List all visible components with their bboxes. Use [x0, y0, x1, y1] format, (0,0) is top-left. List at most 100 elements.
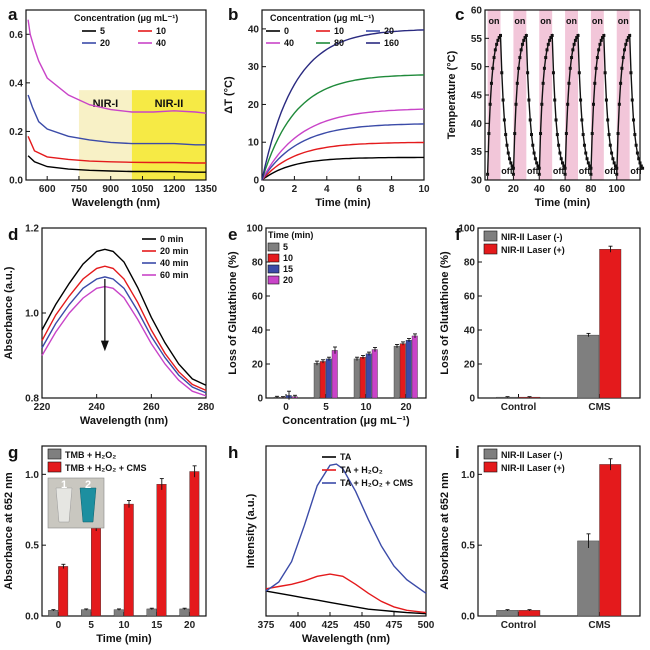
panel-c-data-point — [519, 48, 523, 52]
panel-c-xtick-label: 80 — [585, 184, 597, 195]
panel-c-data-point — [539, 132, 543, 136]
panel-a-xtick-label: 1050 — [131, 184, 154, 195]
panel-i-bar — [496, 610, 519, 617]
panel-c-data-point — [637, 157, 641, 161]
panel-d-series-line — [41, 265, 207, 392]
panel-c-data-point — [558, 151, 562, 155]
panel-e-frame — [265, 227, 427, 399]
panel-c-ytick-label: 45 — [471, 91, 483, 102]
panel-c-data-point — [625, 38, 629, 42]
panel-e-category-label: 20 — [400, 402, 412, 413]
panel-h-xtick-label: 475 — [386, 620, 403, 631]
panel-c-off-label: off — [630, 166, 642, 176]
panel-b-ytick-label: 40 — [248, 24, 260, 35]
panel-i-legend-label: NIR-II Laser (-) — [501, 450, 563, 460]
panel-e-ytick-label: 100 — [246, 224, 263, 235]
panel-c-data-point — [499, 34, 502, 37]
panel-c-data-point — [571, 48, 575, 52]
panel-e-category-label: 0 — [283, 402, 289, 413]
panel-h-frame — [265, 445, 427, 617]
panel-c-ytick-label: 30 — [471, 176, 483, 187]
panel-g-inset-photo — [47, 477, 105, 529]
panel-c-data-point — [635, 151, 639, 155]
panel-a-xtick-label: 600 — [39, 184, 56, 195]
panel-c-on-label: on — [618, 16, 629, 26]
panel-c-data-point — [595, 56, 599, 60]
panel-c-data-point — [606, 118, 610, 122]
panel-c-data-point — [492, 56, 496, 60]
panel-c-data-point — [608, 143, 612, 147]
panel-e-bar — [371, 349, 378, 399]
panel-c-data-point — [616, 132, 620, 136]
panel-f-category-label: CMS — [588, 402, 611, 413]
panel-c-data-point — [545, 48, 549, 52]
panel-c-ytick-label: 50 — [471, 62, 483, 73]
panel-i-legend-label: NIR-II Laser (+) — [501, 463, 565, 473]
panel-d-series-line — [41, 248, 207, 386]
panel-g-bar — [146, 608, 157, 617]
panel-b-legend-label: 10 — [334, 26, 344, 36]
panel-d-xtick-label: 220 — [34, 402, 51, 413]
panel-f-ytick-label: 80 — [464, 258, 476, 269]
panel-c-data-point — [633, 133, 637, 137]
panel-d-ylabel: Absorbance (a.u.) — [3, 266, 15, 359]
panel-g-ytick-label: 0.0 — [25, 612, 39, 623]
panel-i-bar — [518, 610, 541, 617]
panel-f-frame — [477, 227, 641, 399]
panel-e-legend-label: 5 — [283, 242, 288, 252]
panel-a-legend-label: 40 — [156, 38, 166, 48]
panel-i-ytick-label: 1.0 — [461, 470, 475, 481]
panel-i-category-label: Control — [501, 620, 537, 631]
panel-f-ytick-label: 60 — [464, 292, 476, 303]
panel-c-laser-on-band — [616, 10, 630, 180]
panel-e-legend-swatch — [267, 253, 280, 263]
panel-b-ytick-label: 0 — [253, 176, 259, 187]
panel-g-bar — [48, 610, 59, 617]
panel-g-legend-swatch — [47, 461, 62, 473]
panel-g-tube-2 — [79, 487, 97, 523]
panel-c-off-label: off — [553, 166, 565, 176]
panel-c-data-point — [604, 98, 608, 102]
panel-c-xtick-label: 0 — [485, 184, 491, 195]
panel-h-series-line — [265, 573, 427, 614]
panel-e-ytick-label: 20 — [252, 360, 264, 371]
panel-c-laser-on-band — [513, 10, 527, 180]
panel-c-data-point — [572, 42, 576, 46]
panel-e-ytick-label: 0 — [257, 394, 263, 405]
panel-c-ylabel: Temperature (°C) — [446, 50, 458, 139]
panel-a-xtick-label: 1350 — [195, 184, 218, 195]
panel-c-data-point — [511, 166, 515, 170]
panel-d-ytick-label: 1.2 — [25, 224, 39, 235]
panel-c-data-point — [576, 34, 580, 37]
panel-c-data-point — [567, 81, 571, 85]
panel-c-data-point — [632, 118, 636, 122]
panel-g-bar — [113, 609, 124, 617]
panel-a-band — [78, 90, 132, 180]
panel-c-data-point — [506, 151, 510, 155]
panel-b-xtick-label: 10 — [418, 184, 430, 195]
panel-c-data-point — [573, 38, 577, 42]
panel-c-data-point — [527, 98, 531, 102]
panel-c-data-point — [613, 164, 617, 168]
panel-c-data-point — [617, 102, 621, 106]
panel-c-data-point — [602, 34, 606, 37]
panel-e-legend-label: 10 — [283, 253, 293, 263]
panel-d-legend-label: 40 min — [160, 258, 189, 268]
panel-c-on-label: on — [489, 16, 500, 26]
panel-g-ytick-label: 1.0 — [25, 470, 39, 481]
panel-c-data-point — [575, 36, 579, 40]
panel-g-bar — [179, 608, 190, 617]
panel-c-on-label: on — [566, 16, 577, 26]
panel-c-data-point — [620, 66, 624, 70]
panel-f-ylabel: Loss of Glutathione (%) — [439, 251, 451, 375]
panel-i-letter: i — [455, 443, 460, 462]
panel-c-data-point — [491, 66, 495, 70]
panel-f-legend-label: NIR-II Laser (+) — [501, 245, 565, 255]
panel-h-xtick-label: 450 — [354, 620, 371, 631]
panel-b-xtick-label: 2 — [292, 184, 298, 195]
panel-h-xtick-label: 400 — [290, 620, 307, 631]
panel-b-series-line — [261, 29, 425, 181]
panel-c-data-point — [514, 102, 518, 106]
panel-c-data-point — [638, 161, 642, 165]
